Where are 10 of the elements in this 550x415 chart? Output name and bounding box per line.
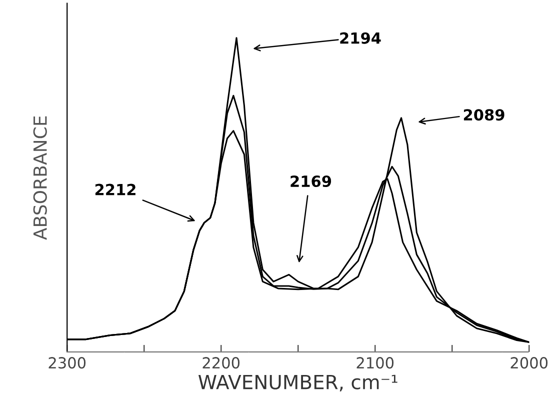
annotation: 2212	[95, 184, 136, 196]
y-axis-title: ABSORBANCE	[33, 116, 47, 240]
x-axis-title: WAVENUMBER, cm⁻¹	[198, 374, 398, 392]
annotation: 2169	[290, 175, 332, 188]
x-tick-label: 2100	[356, 357, 394, 369]
x-tick-label: 2200	[202, 357, 240, 369]
x-tick-label: 2300	[48, 357, 86, 369]
x-tick-label: 2000	[510, 357, 548, 369]
annotation: 2194	[340, 32, 381, 44]
annotation: 2089	[464, 109, 504, 121]
